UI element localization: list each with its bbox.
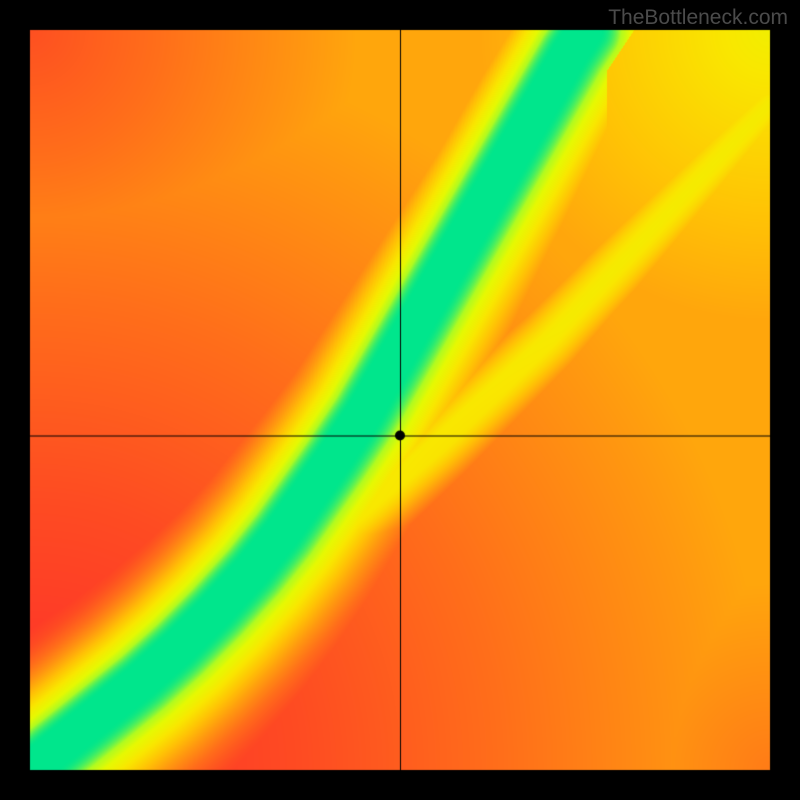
watermark-text: TheBottleneck.com bbox=[608, 6, 788, 30]
heatmap-canvas bbox=[0, 0, 800, 800]
chart-container: TheBottleneck.com bbox=[0, 0, 800, 800]
